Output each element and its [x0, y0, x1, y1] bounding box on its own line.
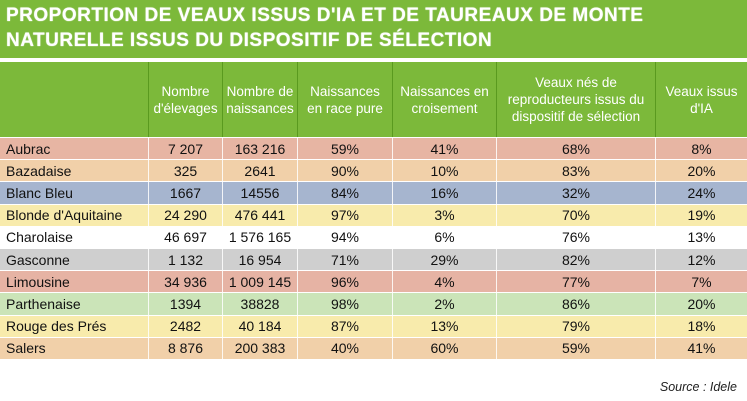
race-pure-cell: 59%	[297, 138, 392, 160]
table-row: Bazadaise 325 2641 90% 10% 83% 20%	[0, 159, 747, 182]
naissances-cell: 40 184	[222, 315, 297, 337]
elevages-cell: 46 697	[148, 226, 222, 248]
dispositif-cell: 59%	[496, 337, 655, 359]
breed-cell: Bazadaise	[6, 162, 72, 179]
header-cell-croisement: Naissances en croisement	[392, 62, 496, 137]
elevages-cell: 2482	[148, 315, 222, 337]
race-pure-cell: 98%	[297, 293, 392, 315]
header-cell-ia: Veaux issus d'IA	[655, 62, 747, 137]
race-pure-cell: 71%	[297, 248, 392, 271]
elevages-cell: 1667	[148, 182, 222, 204]
naissances-cell: 200 383	[222, 337, 297, 359]
dispositif-cell: 76%	[496, 226, 655, 248]
naissances-cell: 1 576 165	[222, 226, 297, 248]
header-cell-breed	[0, 62, 148, 137]
title-line-1: PROPORTION DE VEAUX ISSUS D'IA ET DE TAU…	[6, 5, 644, 26]
dispositif-cell: 68%	[496, 138, 655, 160]
breed-cell: Limousine	[6, 273, 70, 290]
elevages-cell: 8 876	[148, 337, 222, 359]
table-row: Rouge des Prés 2482 40 184 87% 13% 79% 18%	[0, 314, 747, 337]
header-cell-dispositif: Veaux nés de reproducteurs issus du disp…	[496, 62, 655, 137]
dispositif-cell: 86%	[496, 293, 655, 315]
dispositif-cell: 82%	[496, 248, 655, 271]
ia-cell: 13%	[655, 226, 747, 248]
elevages-cell: 34 936	[148, 271, 222, 293]
breed-cell: Charolaise	[6, 229, 73, 246]
breed-cell: Blonde d'Aquitaine	[6, 207, 123, 224]
dispositif-cell: 79%	[496, 315, 655, 337]
race-pure-cell: 94%	[297, 226, 392, 248]
breed-cell: Salers	[6, 340, 46, 357]
croisement-cell: 60%	[392, 337, 496, 359]
breed-cell: Blanc Bleu	[6, 184, 73, 201]
breed-cell: Parthenaise	[6, 295, 81, 312]
header-cell-elevages: Nombre d'élevages	[148, 62, 222, 137]
breed-cell: Gasconne	[6, 251, 70, 268]
race-pure-cell: 90%	[297, 160, 392, 182]
ia-cell: 19%	[655, 204, 747, 226]
croisement-cell: 41%	[392, 138, 496, 160]
table-row: Salers 8 876 200 383 40% 60% 59% 41%	[0, 336, 747, 359]
table-header: Nombre d'élevages Nombre de naissances N…	[0, 62, 747, 137]
source-note: Source : Idele	[659, 380, 737, 394]
title-line-2: NATURELLE ISSUS DU DISPOSITIF DE SÉLECTI…	[6, 30, 493, 51]
ia-cell: 8%	[655, 138, 747, 160]
elevages-cell: 325	[148, 160, 222, 182]
croisement-cell: 29%	[392, 248, 496, 271]
ia-cell: 12%	[655, 248, 747, 271]
croisement-cell: 3%	[392, 204, 496, 226]
ia-cell: 7%	[655, 271, 747, 293]
table-row: Charolaise 46 697 1 576 165 94% 6% 76% 13%	[0, 225, 747, 248]
table-row: Aubrac 7 207 163 216 59% 41% 68% 8%	[0, 137, 747, 160]
croisement-cell: 4%	[392, 271, 496, 293]
naissances-cell: 476 441	[222, 204, 297, 226]
ia-cell: 41%	[655, 337, 747, 359]
naissances-cell: 1 009 145	[222, 271, 297, 293]
naissances-cell: 16 954	[222, 248, 297, 271]
ia-cell: 24%	[655, 182, 747, 204]
croisement-cell: 10%	[392, 160, 496, 182]
header-cell-naissances: Nombre de naissances	[222, 62, 297, 137]
header-cell-race-pure: Naissances en race pure	[297, 62, 392, 137]
naissances-cell: 163 216	[222, 138, 297, 160]
elevages-cell: 1 132	[148, 248, 222, 271]
ia-cell: 20%	[655, 160, 747, 182]
table-row: Gasconne 1 132 16 954 71% 29% 82% 12%	[0, 247, 747, 271]
breed-cell: Rouge des Prés	[6, 318, 107, 335]
race-pure-cell: 40%	[297, 337, 392, 359]
ia-cell: 20%	[655, 293, 747, 315]
race-pure-cell: 97%	[297, 204, 392, 226]
dispositif-cell: 77%	[496, 271, 655, 293]
elevages-cell: 7 207	[148, 138, 222, 160]
croisement-cell: 2%	[392, 293, 496, 315]
elevages-cell: 24 290	[148, 204, 222, 226]
naissances-cell: 2641	[222, 160, 297, 182]
table-row: Parthenaise 1394 38828 98% 2% 86% 20%	[0, 292, 747, 315]
croisement-cell: 6%	[392, 226, 496, 248]
breed-cell: Aubrac	[6, 140, 51, 157]
naissances-cell: 38828	[222, 293, 297, 315]
data-table: Nombre d'élevages Nombre de naissances N…	[0, 62, 747, 359]
title-banner: PROPORTION DE VEAUX ISSUS D'IA ET DE TAU…	[0, 0, 747, 58]
naissances-cell: 14556	[222, 182, 297, 204]
elevages-cell: 1394	[148, 293, 222, 315]
croisement-cell: 16%	[392, 182, 496, 204]
ia-cell: 18%	[655, 315, 747, 337]
table-row: Limousine 34 936 1 009 145 96% 4% 77% 7%	[0, 270, 747, 293]
dispositif-cell: 32%	[496, 182, 655, 204]
table-row: Blanc Bleu 1667 14556 84% 16% 32% 24%	[0, 181, 747, 204]
race-pure-cell: 87%	[297, 315, 392, 337]
table-body: Aubrac 7 207 163 216 59% 41% 68% 8% Bazadaise 32…	[0, 137, 747, 359]
dispositif-cell: 70%	[496, 204, 655, 226]
dispositif-cell: 83%	[496, 160, 655, 182]
race-pure-cell: 96%	[297, 271, 392, 293]
table-row: Blonde d'Aquitaine 24 290 476 441 97% 3% 70% 1…	[0, 203, 747, 226]
race-pure-cell: 84%	[297, 182, 392, 204]
croisement-cell: 13%	[392, 315, 496, 337]
